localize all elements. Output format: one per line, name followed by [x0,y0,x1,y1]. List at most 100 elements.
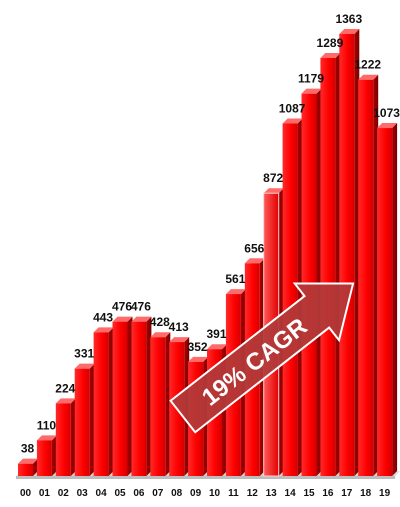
value-label-03: 331 [74,347,94,361]
bar-side [89,363,95,476]
x-tick-03: 03 [77,488,89,499]
x-tick-09: 09 [190,488,202,499]
bar-top [55,398,76,404]
x-tick-05: 05 [114,488,126,499]
value-label-05: 476 [112,300,132,314]
value-label-12: 656 [244,241,264,255]
value-label-06: 476 [131,300,151,314]
x-tick-15: 15 [303,488,315,499]
bar-top [150,332,171,338]
bar-top [339,29,360,34]
bar-02 [55,398,76,476]
bar-19 [377,123,398,477]
value-label-18: 1222 [354,58,381,72]
bar-top [301,88,322,94]
bar-14 [282,118,303,477]
x-tick-17: 17 [341,488,353,499]
bar-16 [320,52,341,476]
x-tick-14: 14 [285,488,297,499]
value-label-07: 428 [150,315,170,329]
bar-15 [301,88,322,476]
bar-top [74,363,95,369]
bar-side [392,123,398,477]
bar-front [377,128,393,477]
value-labels-group: 3811022433144347647642841335239156165687… [21,12,400,456]
value-label-19: 1073 [373,106,400,120]
x-tick-10: 10 [209,488,221,499]
value-label-08: 413 [169,320,189,334]
bar-front [358,79,374,477]
x-tick-08: 08 [171,488,183,499]
bar-04 [93,327,114,476]
bar-front [93,332,109,476]
bar-front [55,403,71,476]
bar-side [70,398,76,476]
x-tick-labels-group: 00 01 02 03 04 05 06 07 08 09 10 11 12 13 14 15 16 17 18 19 [20,488,391,499]
bar-05 [112,316,133,476]
bar-07 [150,332,171,476]
value-label-14: 1087 [279,102,306,116]
bar-side [127,316,133,476]
x-tick-00: 00 [20,488,32,499]
x-tick-02: 02 [58,488,70,499]
bar-17 [339,29,360,476]
bar-00 [18,458,38,476]
bar-top [244,258,265,264]
bar-side [316,88,322,476]
x-tick-11: 11 [228,488,239,499]
x-tick-13: 13 [266,488,278,499]
bar-top [377,123,398,129]
bar-front [18,463,33,476]
bar-side [297,118,303,477]
value-label-04: 443 [93,310,113,324]
x-tick-06: 06 [133,488,145,499]
bar-top [207,344,227,350]
value-label-09: 352 [188,340,208,354]
bars-group [18,29,398,477]
bar-side [108,327,114,476]
bar-top [358,74,379,80]
bar-side [33,458,38,476]
value-label-10: 391 [206,327,226,341]
x-tick-04: 04 [96,488,108,499]
value-label-17: 1363 [335,12,362,26]
bar-top [131,316,152,322]
bar-side [373,74,379,477]
value-label-15: 1179 [298,72,324,86]
value-label-16: 1289 [317,36,344,50]
bar-front [282,123,298,477]
x-tick-19: 19 [379,488,391,499]
bar-top [188,356,209,362]
value-label-00: 38 [21,442,35,456]
bar-top [282,118,303,124]
bar-front [131,321,147,476]
bar-top [36,435,57,441]
bar-front [339,34,355,476]
bar-side [146,316,152,476]
bar-top [263,188,284,194]
bar-top [93,327,114,333]
bar-front [320,57,336,476]
bar-top [18,458,38,464]
value-label-11: 561 [225,272,245,286]
bar-front [112,321,128,476]
x-tick-01: 01 [39,488,51,499]
x-tick-07: 07 [152,488,164,499]
bar-06 [131,316,152,476]
arrow-body [169,282,355,434]
bar-01 [36,435,57,476]
value-label-01: 110 [37,418,57,432]
x-tick-16: 16 [322,488,334,499]
bar-side [51,435,57,476]
bar-front [74,368,90,476]
bar-side [354,29,360,476]
bar-front [150,337,166,476]
x-tick-12: 12 [247,488,259,499]
bar-top [112,316,133,322]
bar-top [320,52,341,58]
bar-front [36,440,52,476]
bar-top [169,337,190,343]
value-label-13: 872 [263,171,283,185]
bar-side [165,332,171,476]
